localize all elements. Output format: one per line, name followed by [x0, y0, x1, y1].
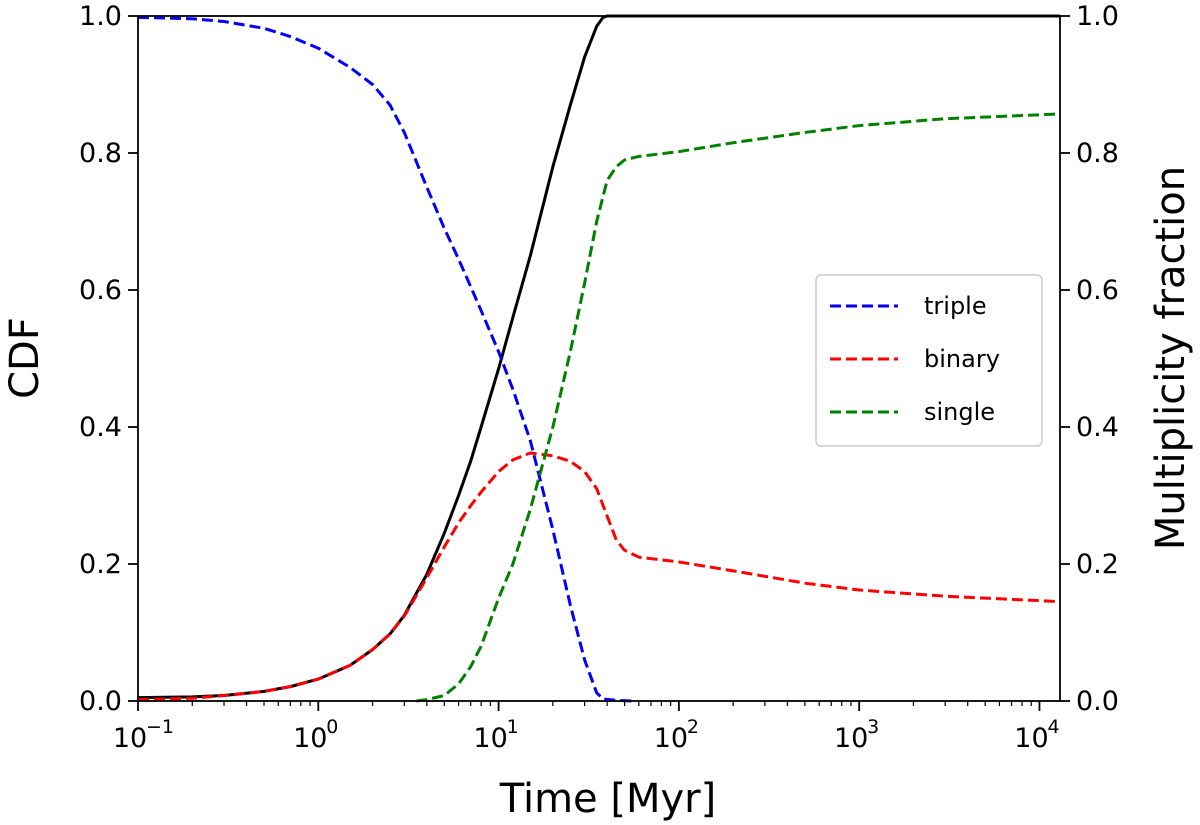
y-tick-label-right: 0.2 — [1076, 549, 1119, 580]
legend-label-triple: triple — [924, 292, 987, 320]
y-tick-label-left: 0.6 — [79, 275, 122, 306]
legend-label-single: single — [924, 398, 995, 426]
x-tick-exponent: 0 — [326, 716, 338, 738]
y-tick-label-left: 0.8 — [79, 138, 122, 169]
x-tick-exponent: −1 — [146, 716, 174, 738]
series-line-single — [416, 112, 1061, 703]
y-tick-label-left: 0.2 — [79, 549, 122, 580]
y-tick-label-left: 1.0 — [79, 1, 122, 32]
y-tick-label-left: 0.0 — [79, 686, 122, 717]
y-tick-label-right: 1.0 — [1076, 1, 1119, 32]
legend-box — [815, 274, 1043, 447]
plot-frame — [137, 15, 1061, 702]
y-axis-title-right: Multiplicity fraction — [1148, 166, 1194, 550]
x-tick-label: 10 — [654, 723, 688, 754]
x-axis-title: Time [Myr] — [499, 776, 716, 822]
y-axis-title-left: CDF — [2, 317, 48, 399]
x-tick-label: 10 — [113, 723, 147, 754]
y-tick-label-right: 0.4 — [1076, 412, 1119, 443]
y-tick-label-right: 0.0 — [1076, 686, 1119, 717]
ticks-layer: 10−1 100 101 102 103 1040.00.20.40.60.81.00.0… — [79, 1, 1119, 754]
x-tick-label: 10 — [1014, 723, 1048, 754]
y-tick-label-right: 0.6 — [1076, 275, 1119, 306]
x-tick-exponent: 4 — [1047, 716, 1059, 738]
x-tick-exponent: 1 — [507, 716, 519, 738]
series-line-triple — [137, 15, 633, 703]
y-tick-label-right: 0.8 — [1076, 138, 1119, 169]
x-tick-label: 10 — [834, 723, 868, 754]
x-tick-label: 10 — [473, 723, 507, 754]
y-tick-label-left: 0.4 — [79, 412, 122, 443]
legend-label-binary: binary — [924, 345, 1000, 373]
legend: triple binary single — [815, 274, 1043, 447]
x-tick-exponent: 3 — [867, 716, 879, 738]
series-line-binary — [137, 451, 1061, 702]
x-tick-label: 10 — [293, 723, 327, 754]
x-tick-exponent: 2 — [687, 716, 699, 738]
